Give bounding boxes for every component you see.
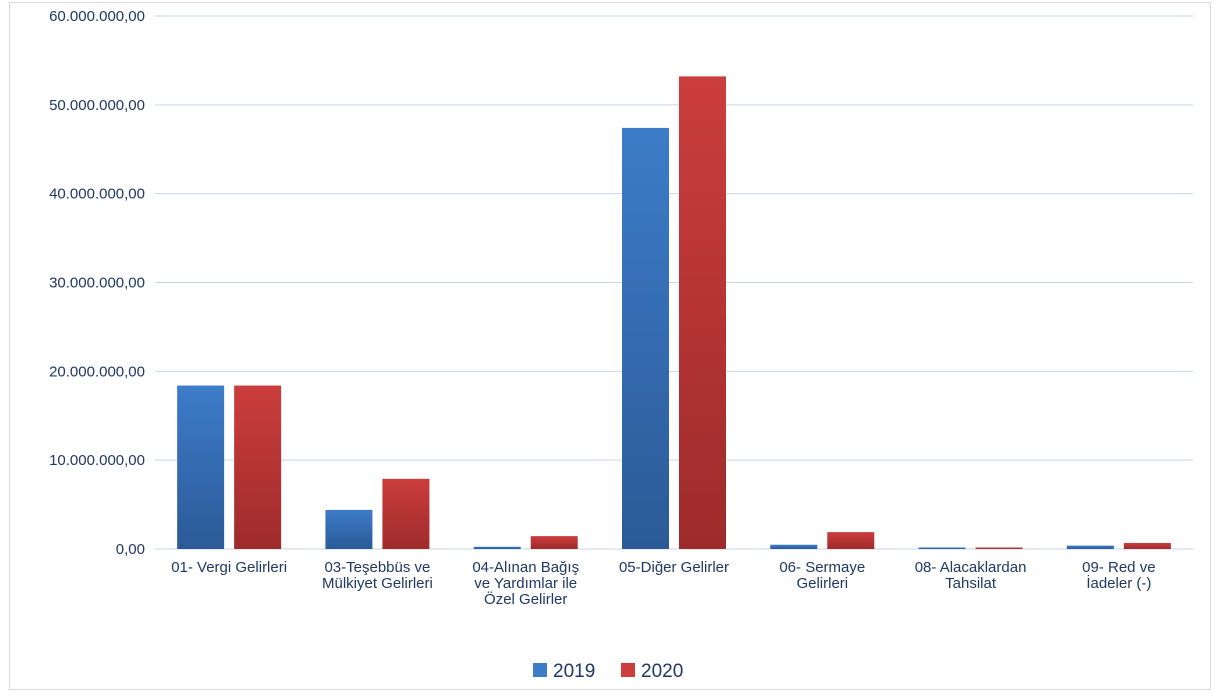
y-axis-ticks: 0,00 10.000.000,00 20.000.000,00 30.000.000… [49,8,145,558]
chart-frame [9,2,1211,690]
y-tick-label: 60.000.000,00 [49,8,145,25]
x-category-label: 09- Red ve İadeler (-) [1082,559,1155,592]
bar-2020-2 [382,478,430,549]
bar-2020-1 [234,385,282,549]
x-category-label: 05-Diğer Gelirler [619,559,729,576]
bar-2019-6 [918,547,966,549]
bar-2019-2 [325,509,373,549]
legend-swatch-2019 [533,663,547,677]
y-tick-label: 10.000.000,00 [49,452,145,469]
legend-label-2019: 2019 [553,661,595,682]
y-tick-label: 0,00 [116,541,145,558]
y-tick-label: 30.000.000,00 [49,275,145,292]
y-tick-label: 50.000.000,00 [49,97,145,114]
legend: 2019 2020 [533,661,683,682]
x-axis-categories: 01- Vergi Gelirleri 03-Teşebbüs ve Mülkiye… [171,559,1155,608]
x-category-label: 03-Teşebbüs ve Mülkiyet Gelirleri [322,559,433,592]
x-category-label: 01- Vergi Gelirleri [171,559,287,576]
legend-label-2020: 2020 [641,661,683,682]
bars [177,76,1171,550]
bar-2020-4 [679,76,726,549]
bar-2020-3 [530,536,578,549]
bar-2019-3 [473,546,521,549]
x-category-label: 08- Alacaklardan Tahsilat [915,559,1027,592]
bar-2020-5 [827,532,875,549]
x-category-label: 06- Sermaye Gelirleri [779,559,865,592]
bar-2020-7 [1123,542,1171,549]
bar-2019-7 [1066,545,1114,549]
x-category-label: 04-Alınan Bağış ve Yardımlar ile Özel Geli… [472,559,579,608]
bar-2019-1 [177,385,225,549]
legend-swatch-2020 [621,663,635,677]
y-tick-label: 20.000.000,00 [49,363,145,380]
gridlines [155,15,1193,550]
bar-2020-6 [975,547,1023,549]
bar-2019-4 [622,127,669,550]
bar-2019-5 [770,544,818,549]
y-tick-label: 40.000.000,00 [49,186,145,203]
